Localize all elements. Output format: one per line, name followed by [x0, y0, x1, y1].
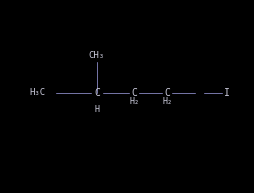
Text: H₂: H₂ — [161, 97, 171, 106]
Text: H₃C: H₃C — [29, 88, 45, 97]
Text: C: C — [93, 88, 100, 98]
Text: H₂: H₂ — [129, 97, 139, 106]
Text: H: H — [94, 105, 99, 113]
Text: C: C — [163, 88, 169, 98]
Text: CH₃: CH₃ — [88, 51, 105, 59]
Text: C: C — [131, 88, 137, 98]
Text: I: I — [223, 88, 229, 98]
